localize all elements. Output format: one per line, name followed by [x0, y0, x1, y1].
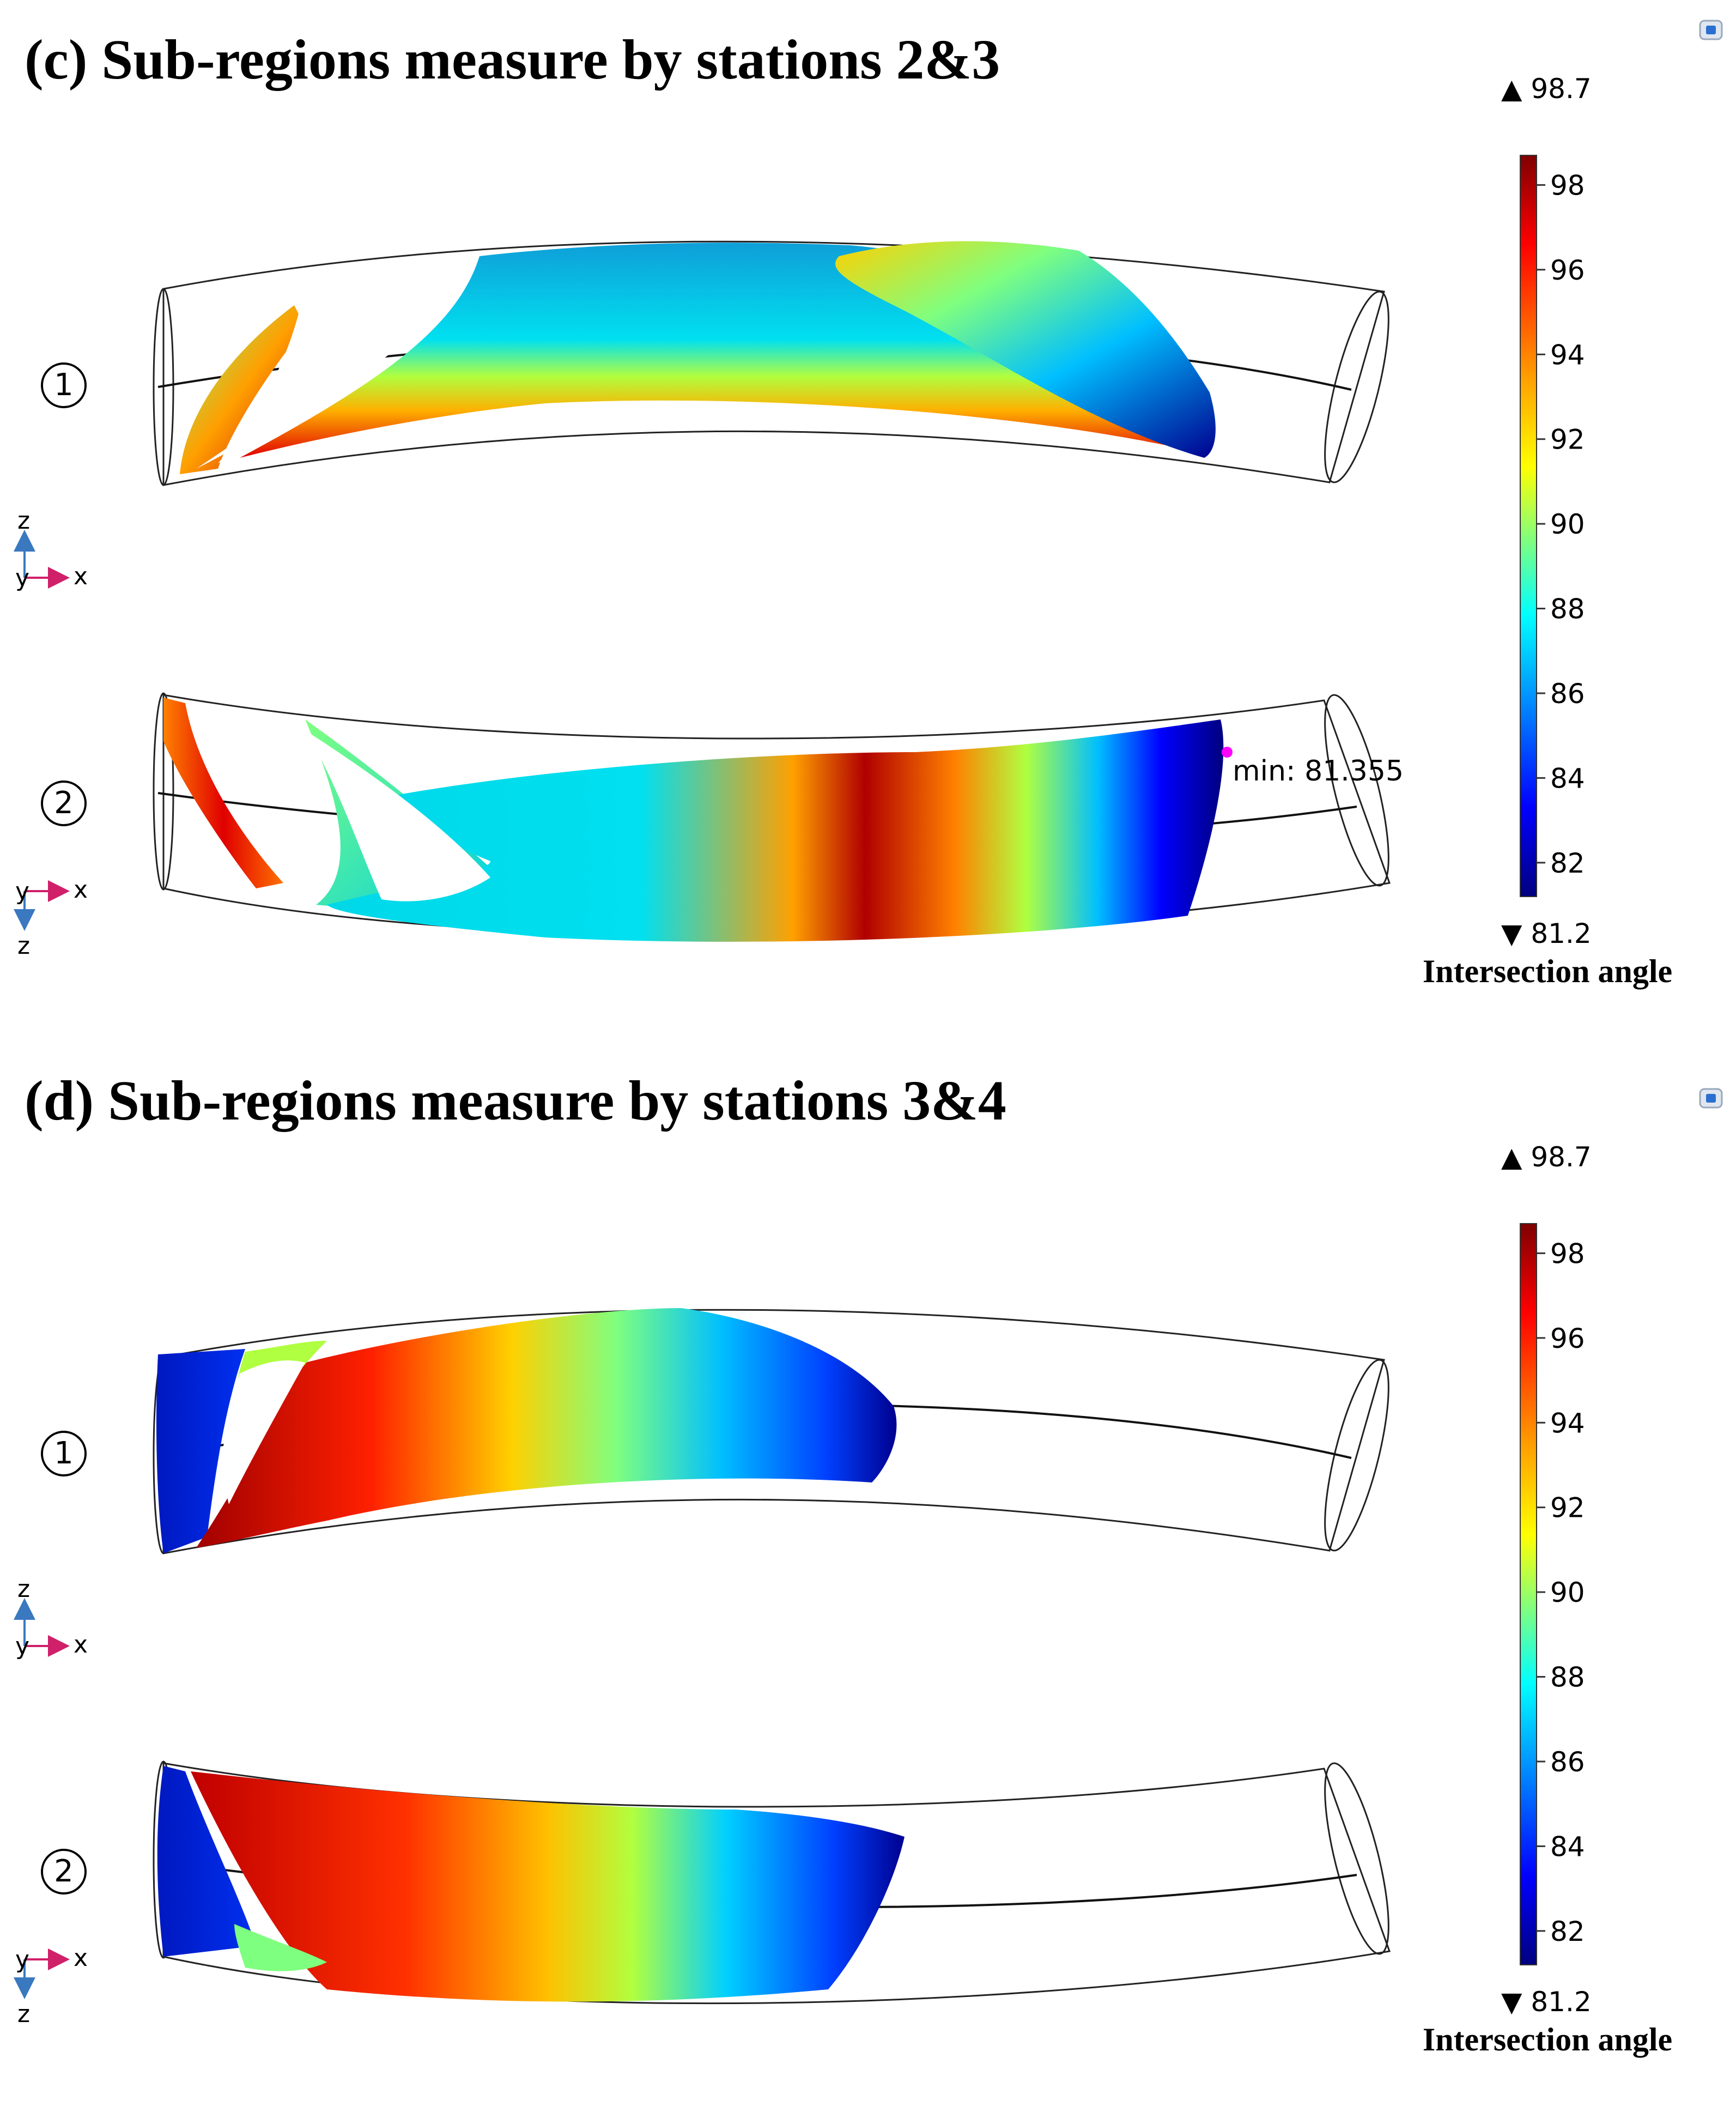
region-left — [180, 305, 305, 474]
svg-text:y: y — [15, 1632, 29, 1660]
panel-title: (c) Sub-regions measure by stations 2&3 — [25, 28, 1000, 91]
colorbar-tick-label: 88 — [1550, 1662, 1585, 1693]
colorbar-tick-label: 84 — [1550, 1831, 1585, 1862]
colorbar-tick-label: 84 — [1550, 762, 1585, 794]
svg-text:x: x — [74, 1631, 88, 1659]
colorbar-tick-label: 88 — [1550, 594, 1585, 625]
svg-text:y: y — [15, 1946, 29, 1974]
colorbar-tick-label: 90 — [1550, 1577, 1585, 1608]
colorbar-max: ▲ 98.7 — [1501, 73, 1592, 105]
colorbar-ticks: 98 96 94 92 90 88 86 84 82 — [1537, 170, 1585, 879]
min-marker — [1222, 747, 1233, 758]
colorbar-tick-label: 82 — [1550, 1916, 1585, 1947]
colorbar-tick-label: 94 — [1550, 1407, 1585, 1439]
panel-title: (d) Sub-regions measure by stations 3&4 — [25, 1069, 1006, 1132]
colorbar-min: ▼ 81.2 — [1501, 1986, 1592, 2018]
view-2-tube: min: 81.355 — [153, 692, 1404, 942]
panel-d: (d) Sub-regions measure by stations 3&4 — [0, 1068, 1736, 2106]
view-marker-2: 2 — [41, 780, 87, 826]
axis-triad-icon: z y x — [13, 1575, 88, 1660]
svg-text:z: z — [17, 2000, 30, 2028]
region-gap — [218, 256, 479, 463]
svg-text:y: y — [15, 877, 29, 905]
colorbar-ticks: 98 96 94 92 90 88 86 84 82 — [1537, 1238, 1585, 1947]
svg-text:y: y — [15, 564, 29, 592]
comsol-icon[interactable] — [1699, 1088, 1723, 1109]
colorbar-tick-label: 92 — [1550, 424, 1585, 456]
min-annotation: min: 81.355 — [1233, 755, 1404, 788]
region-gap — [305, 730, 490, 901]
colorbar-tick-label: 96 — [1550, 255, 1585, 286]
view-1-tube — [153, 240, 1389, 486]
view-marker-1: 1 — [41, 1431, 87, 1476]
colorbar-tick-label: 92 — [1550, 1492, 1585, 1524]
region-gap — [223, 1360, 305, 1504]
colorbar-tick-label: 90 — [1550, 509, 1585, 540]
colorbar-tick-label: 82 — [1550, 848, 1585, 879]
region-main — [191, 1771, 905, 2002]
view-2-tube — [153, 1760, 1391, 2005]
colorbar-tick-label: 96 — [1550, 1323, 1585, 1354]
panel-c: (c) Sub-regions measure by stations 2&3 — [0, 0, 1736, 1038]
scene-view: z y x y z x ▲ 98.7 98 96 94 92 90 88 86 84 82 ▼ … — [13, 1088, 1723, 2057]
region-strip — [234, 1924, 327, 1971]
scene-view: min: 81.355 z y x y z x ▲ 98.7 989694929… — [13, 20, 1723, 989]
colorbar-tick-label: 98 — [1550, 170, 1585, 201]
view-1-tube — [153, 1308, 1389, 1554]
region-right — [835, 241, 1216, 458]
colorbar: ▲ 98.7 98 96 94 92 90 88 86 84 82 ▼ 81.2 Interse… — [1423, 73, 1672, 989]
axis-triad-icon: y z x — [14, 876, 88, 960]
axis-triad-icon: z y x — [13, 507, 88, 592]
svg-text:z: z — [17, 507, 30, 535]
axis-triad-icon: y z x — [14, 1944, 88, 2028]
svg-text:x: x — [74, 876, 88, 904]
comsol-icon[interactable] — [1699, 20, 1723, 40]
colorbar-tick-label: 86 — [1550, 678, 1585, 710]
region-main — [196, 1308, 897, 1548]
colorbar-max: ▲ 98.7 — [1501, 1141, 1592, 1173]
colorbar-min: ▼ 81.2 — [1501, 918, 1592, 949]
region-main — [327, 719, 1224, 942]
svg-text:z: z — [17, 1575, 30, 1603]
colorbar-title: Intersection angle — [1423, 2022, 1672, 2057]
svg-text:x: x — [74, 562, 88, 590]
colorbar-title: Intersection angle — [1423, 953, 1672, 989]
colorbar: ▲ 98.7 98 96 94 92 90 88 86 84 82 ▼ 81.2 Interse… — [1423, 1141, 1672, 2057]
region-endcap — [156, 1349, 245, 1553]
colorbar-tick-label: 94 — [1550, 339, 1585, 371]
region-endcap — [157, 1766, 256, 1957]
view-marker-2: 2 — [41, 1849, 87, 1895]
svg-text:z: z — [17, 932, 30, 960]
colorbar-tick-label: 86 — [1550, 1746, 1585, 1778]
colorbar-tick-label: 98 — [1550, 1238, 1585, 1269]
svg-text:x: x — [74, 1944, 88, 1972]
view-marker-1: 1 — [41, 362, 87, 408]
region-left — [163, 698, 283, 888]
